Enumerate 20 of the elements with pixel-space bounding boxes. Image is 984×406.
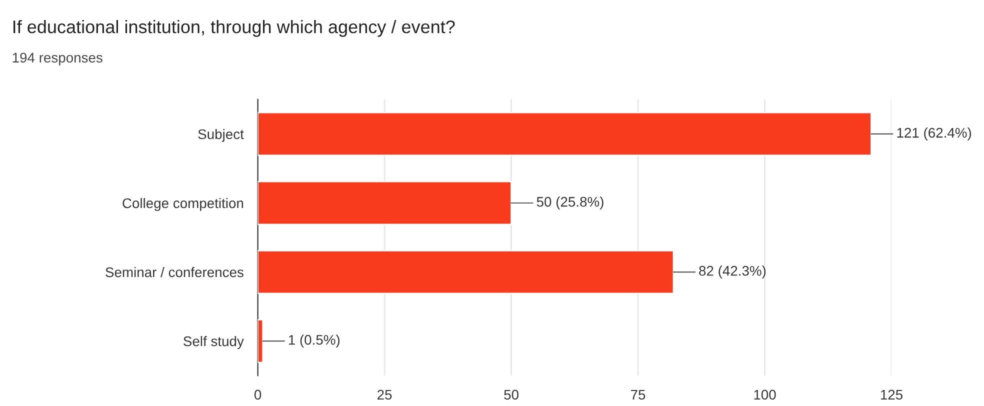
x-tick-label: 75 — [631, 390, 646, 400]
data-label: 121 (62.4%) — [897, 128, 972, 140]
x-tick-label: 50 — [504, 390, 518, 400]
bar — [258, 318, 264, 364]
bar — [258, 180, 512, 226]
x-tick-label: 100 — [754, 390, 776, 400]
y-tick-label: College competition — [122, 198, 244, 211]
text: 194 responses — [12, 52, 102, 66]
x-tick-label: 0 — [254, 390, 262, 400]
y-tick-label: Subject — [198, 128, 244, 142]
x-tick-label: 125 — [880, 390, 903, 400]
data-label: 82 (42.3%) — [699, 266, 766, 278]
bar — [258, 112, 872, 156]
y-tick-label: Self study — [184, 336, 244, 349]
bar — [258, 250, 674, 294]
data-label: 1 (0.5%) — [288, 334, 340, 348]
chart-title: If educational institution, through which agency / event? — [13, 20, 455, 37]
y-tick-label: Seminar / conferences — [106, 266, 244, 278]
data-label: 50 (25.8%) — [536, 196, 604, 210]
x-tick-label: 25 — [378, 390, 392, 400]
